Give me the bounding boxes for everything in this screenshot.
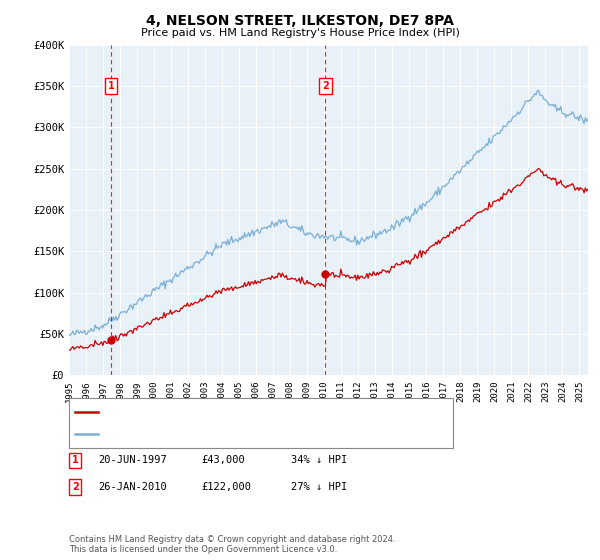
Text: 1: 1: [107, 81, 115, 91]
Text: 2: 2: [322, 81, 329, 91]
Text: 4, NELSON STREET, ILKESTON, DE7 8PA: 4, NELSON STREET, ILKESTON, DE7 8PA: [146, 14, 454, 28]
Text: 26-JAN-2010: 26-JAN-2010: [98, 482, 167, 492]
Text: 34% ↓ HPI: 34% ↓ HPI: [291, 455, 347, 465]
Text: HPI: Average price, detached house, Erewash: HPI: Average price, detached house, Erew…: [100, 429, 337, 439]
Text: £122,000: £122,000: [201, 482, 251, 492]
Text: Contains HM Land Registry data © Crown copyright and database right 2024.
This d: Contains HM Land Registry data © Crown c…: [69, 535, 395, 554]
Text: 20-JUN-1997: 20-JUN-1997: [98, 455, 167, 465]
Text: 4, NELSON STREET, ILKESTON, DE7 8PA (detached house): 4, NELSON STREET, ILKESTON, DE7 8PA (det…: [100, 407, 401, 417]
Text: 27% ↓ HPI: 27% ↓ HPI: [291, 482, 347, 492]
Text: Price paid vs. HM Land Registry's House Price Index (HPI): Price paid vs. HM Land Registry's House …: [140, 28, 460, 38]
Text: 1: 1: [72, 455, 79, 465]
Text: £43,000: £43,000: [201, 455, 245, 465]
Text: 2: 2: [72, 482, 79, 492]
